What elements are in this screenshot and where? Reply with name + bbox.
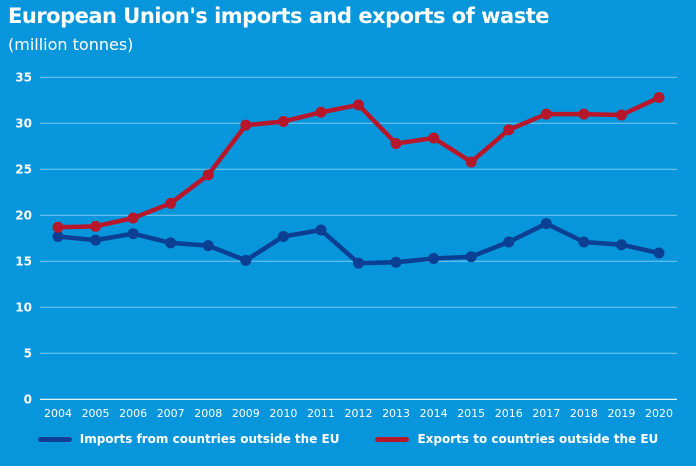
x-tick-label: 2019 xyxy=(607,407,635,420)
chart-subtitle: (million tonnes) xyxy=(8,35,134,54)
x-tick-label: 2005 xyxy=(82,407,110,420)
x-tick-label: 2013 xyxy=(382,407,410,420)
legend-swatch-exports xyxy=(375,436,410,442)
data-point xyxy=(90,220,102,232)
series-line-exports xyxy=(57,95,660,230)
data-point xyxy=(165,237,177,249)
data-point xyxy=(615,239,627,251)
legend-item-imports: Imports from countries outside the EU xyxy=(37,432,340,446)
data-point xyxy=(277,115,289,127)
y-tick-label: 15 xyxy=(15,254,32,268)
data-point xyxy=(240,254,252,266)
data-point xyxy=(578,236,590,248)
data-point xyxy=(315,106,327,118)
data-point xyxy=(653,247,665,259)
data-point xyxy=(465,251,477,263)
x-tick-label: 2014 xyxy=(420,407,448,420)
data-point xyxy=(52,230,64,242)
y-tick-label: 30 xyxy=(15,116,32,130)
x-tick-label: 2015 xyxy=(457,407,485,420)
data-point xyxy=(390,138,402,150)
data-point xyxy=(127,228,139,240)
y-tick-label: 0 xyxy=(24,392,32,406)
data-point xyxy=(390,256,402,268)
data-point xyxy=(353,257,364,269)
x-tick-label: 2012 xyxy=(345,407,373,420)
data-point xyxy=(277,230,289,242)
x-tick-label: 2017 xyxy=(532,407,560,420)
legend-label-exports: Exports to countries outside the EU xyxy=(417,432,659,446)
data-point xyxy=(540,108,552,120)
data-point xyxy=(465,156,477,168)
y-tick-label: 10 xyxy=(15,300,32,314)
data-point xyxy=(578,108,590,120)
data-point xyxy=(615,109,627,121)
data-point xyxy=(202,169,214,181)
legend: Imports from countries outside the EU Ex… xyxy=(0,432,696,446)
data-point xyxy=(90,234,102,246)
x-tick-label: 2008 xyxy=(194,407,222,420)
data-point xyxy=(540,218,552,230)
x-tick-label: 2007 xyxy=(157,407,185,420)
x-tick-label: 2010 xyxy=(269,407,297,420)
data-point xyxy=(165,197,177,209)
data-point xyxy=(503,124,515,136)
y-tick-label: 20 xyxy=(15,208,32,222)
x-tick-label: 2004 xyxy=(44,407,72,420)
data-point xyxy=(503,236,515,248)
x-tick-label: 2018 xyxy=(570,407,598,420)
x-tick-label: 2020 xyxy=(645,407,673,420)
x-tick-label: 2016 xyxy=(495,407,523,420)
y-tick-label: 35 xyxy=(15,70,32,84)
x-tick-label: 2009 xyxy=(232,407,260,420)
data-point xyxy=(428,132,440,144)
y-tick-label: 5 xyxy=(24,346,32,360)
data-point xyxy=(127,212,139,224)
legend-swatch-imports xyxy=(37,436,72,442)
series-line-imports xyxy=(57,221,660,266)
legend-label-imports: Imports from countries outside the EU xyxy=(79,432,340,446)
legend-item-exports: Exports to countries outside the EU xyxy=(375,432,658,446)
chart-title: European Union's imports and exports of … xyxy=(8,4,550,28)
data-point xyxy=(653,92,665,104)
x-tick-label: 2011 xyxy=(307,407,335,420)
y-tick-label: 25 xyxy=(15,162,32,176)
data-point xyxy=(52,221,64,233)
data-point xyxy=(428,253,440,265)
data-point xyxy=(240,119,252,131)
data-point xyxy=(353,99,364,111)
x-tick-label: 2006 xyxy=(119,407,147,420)
data-point xyxy=(315,224,327,236)
data-point xyxy=(202,240,214,252)
